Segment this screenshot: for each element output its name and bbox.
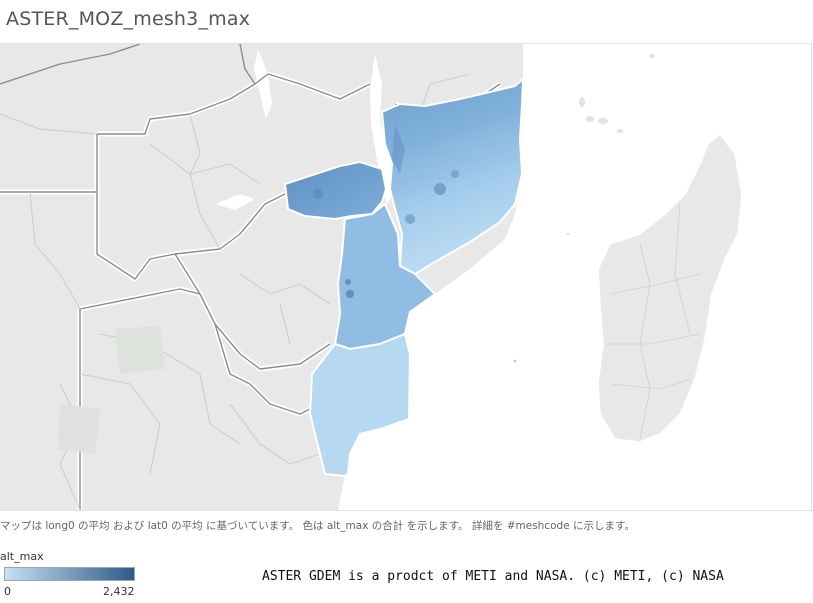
moz-central <box>333 202 437 351</box>
map-caption: マップは long0 の平均 および lat0 の平均 に基づいています。 色は… <box>0 520 635 532</box>
legend-title: alt_max <box>0 550 44 563</box>
lake-tanganyika <box>254 49 272 119</box>
lake-malawi <box>370 54 395 204</box>
lake-kariba <box>215 194 255 210</box>
protected-area <box>115 326 165 374</box>
madagascar-regions <box>605 203 701 440</box>
map-view[interactable] <box>0 43 812 511</box>
comoros-islands <box>579 54 655 133</box>
mozambique-choropleth[interactable] <box>283 76 525 478</box>
map-canvas[interactable] <box>0 44 811 510</box>
madagascar <box>597 132 743 443</box>
protected-area-2 <box>58 404 100 454</box>
legend-max-label: 2,432 <box>103 585 135 598</box>
legend-min-label: 0 <box>4 585 11 598</box>
legend-color-ramp <box>4 567 135 581</box>
moz-south <box>308 332 412 478</box>
page-title: ASTER_MOZ_mesh3_max <box>6 8 251 30</box>
moz-northwest-tete <box>283 160 388 221</box>
data-credit: ASTER GDEM is a prodct of METI and NASA.… <box>262 569 724 584</box>
